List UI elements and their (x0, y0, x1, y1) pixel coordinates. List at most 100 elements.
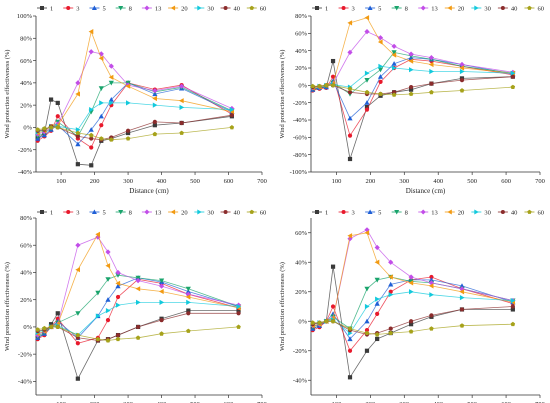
data-point-series-5 (105, 297, 111, 302)
y-tick-label: -40% (293, 117, 308, 124)
data-point-series-40 (429, 81, 434, 86)
data-point-series-8 (159, 278, 165, 284)
data-point-series-30 (115, 302, 121, 308)
data-point-series-20 (105, 263, 111, 269)
data-point-series-40 (510, 304, 515, 309)
data-point-series-30 (375, 296, 380, 302)
data-point-series-5 (347, 336, 353, 342)
data-point-series-30 (429, 292, 434, 298)
data-point-series-60 (48, 125, 54, 130)
data-point-series-30 (136, 299, 141, 305)
legend-marker-5 (91, 5, 97, 10)
legend-marker-20 (447, 5, 452, 11)
y-tick-label: 0% (298, 318, 307, 325)
data-point-series-3 (89, 145, 94, 150)
data-point-series-1 (125, 130, 131, 136)
data-point-series-60 (95, 336, 101, 342)
data-point-series-1 (364, 348, 370, 353)
x-axis-label: Distance (cm) (129, 187, 169, 195)
x-tick-label: 100 (332, 178, 342, 185)
data-point-series-1 (48, 97, 54, 102)
data-point-series-1 (330, 58, 336, 64)
legend-label-60: 60 (537, 5, 544, 12)
data-point-series-60 (48, 324, 54, 329)
data-point-series-1 (375, 336, 380, 342)
data-point-series-1 (186, 308, 191, 313)
legend-label-30: 30 (207, 209, 214, 216)
chart-panel-top-right: 100 200 300 400 500 600 700 -100% -80% -60% -40% -2… (279, 5, 545, 195)
legend-marker-3 (341, 6, 346, 10)
legend-label-5: 5 (378, 5, 381, 12)
y-tick-label: 100% (17, 13, 33, 20)
data-point-series-13 (135, 278, 141, 284)
legend-marker-20 (170, 5, 176, 11)
y-tick-label: 0% (23, 324, 32, 331)
data-point-series-20 (408, 58, 414, 64)
data-point-series-60 (179, 130, 184, 135)
legend-label-20: 20 (458, 209, 465, 216)
data-point-series-13 (428, 55, 434, 61)
data-point-series-60 (135, 335, 141, 340)
legend-marker-5 (91, 209, 97, 214)
data-point-series-13 (408, 274, 414, 280)
x-tick-label: 700 (257, 178, 267, 185)
x-tick-label: 200 (90, 178, 100, 185)
x-tick-label: 600 (224, 401, 234, 403)
data-point-series-40 (408, 319, 414, 324)
x-tick-label: 200 (365, 178, 375, 185)
data-point-series-60 (317, 320, 322, 325)
data-point-series-13 (152, 88, 158, 94)
data-point-series-40 (347, 90, 353, 95)
data-point-series-30 (105, 308, 111, 314)
data-point-series-30 (378, 63, 384, 69)
data-point-series-1 (55, 100, 60, 106)
data-point-series-60 (105, 338, 111, 343)
x-tick-label: 200 (90, 401, 100, 403)
series-line-30 (37, 102, 232, 133)
y-tick-label: -40% (18, 379, 33, 386)
data-point-series-60 (75, 130, 81, 135)
data-point-series-8 (75, 311, 81, 316)
y-tick-label: -20% (293, 348, 308, 355)
data-point-series-60 (364, 89, 370, 95)
x-tick-label: 500 (190, 178, 200, 185)
data-point-series-20 (347, 20, 353, 26)
data-point-series-60 (391, 92, 397, 97)
data-point-series-13 (159, 283, 165, 289)
legend-label-13: 13 (155, 209, 162, 216)
data-point-series-60 (408, 329, 414, 334)
data-point-series-60 (510, 84, 516, 89)
data-point-series-60 (55, 324, 60, 329)
y-tick-label: 40% (20, 80, 33, 87)
data-point-series-60 (459, 88, 465, 93)
legend-marker-40 (223, 210, 228, 214)
legend-label-40: 40 (511, 5, 518, 12)
legend-label-1: 1 (325, 5, 328, 12)
series-line-3 (312, 58, 513, 137)
x-tick-label: 500 (467, 178, 477, 185)
x-tick-label: 400 (157, 178, 167, 185)
data-point-series-1 (330, 264, 336, 269)
y-tick-label: -40% (18, 169, 33, 176)
data-point-series-30 (388, 292, 394, 298)
data-point-series-20 (185, 294, 191, 300)
data-point-series-60 (408, 91, 414, 96)
data-point-series-20 (364, 230, 370, 236)
data-point-series-1 (152, 123, 157, 128)
data-point-series-5 (108, 97, 114, 102)
y-tick-label: -60% (293, 135, 308, 142)
y-axis-label: Wind protection effectiveness (%) (4, 50, 11, 139)
data-point-series-40 (75, 134, 80, 139)
data-point-series-20 (115, 280, 121, 286)
data-point-series-20 (428, 61, 434, 68)
legend-marker-60 (249, 5, 254, 10)
legend-marker-13 (144, 5, 150, 11)
x-tick-label: 400 (433, 401, 443, 403)
data-point-series-60 (510, 321, 516, 327)
x-tick-label: 100 (332, 401, 342, 403)
data-point-series-5 (115, 283, 121, 289)
data-point-series-3 (99, 123, 104, 128)
legend-label-40: 40 (511, 209, 518, 216)
y-tick-label: -20% (293, 100, 308, 107)
data-point-series-30 (159, 299, 165, 305)
